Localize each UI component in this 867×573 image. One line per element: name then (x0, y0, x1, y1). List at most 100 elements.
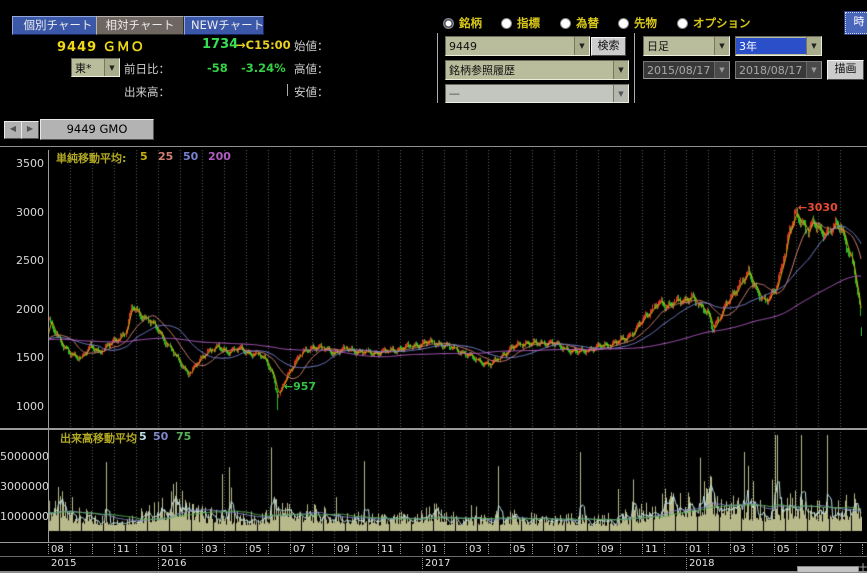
month-label: 01 (161, 544, 174, 555)
year-label: 2017 (425, 558, 451, 569)
month-label: 07 (293, 544, 306, 555)
month-tick (290, 544, 291, 554)
draw-button[interactable]: 描画 (827, 60, 864, 80)
search-button[interactable]: 検索 (591, 37, 626, 56)
month-tick (422, 544, 423, 554)
month-tick (312, 544, 313, 554)
year-label: 2016 (161, 558, 187, 569)
chevron-down-icon[interactable]: ▼ (574, 37, 589, 55)
date-to-select[interactable]: 2018/08/17 ▼ (735, 61, 822, 79)
price-y-tick: 1000 (16, 400, 44, 413)
radio-circle-icon[interactable] (618, 17, 629, 29)
radio-1[interactable]: 銘柄 (443, 15, 482, 31)
month-tick (840, 544, 841, 554)
panel-separator (634, 33, 635, 103)
month-tick (136, 544, 137, 554)
month-tick (488, 544, 489, 554)
radio-circle-icon[interactable] (677, 17, 688, 29)
chevron-down-icon[interactable]: ▼ (714, 37, 729, 55)
month-tick (576, 544, 577, 554)
price-y-tick: 1500 (16, 351, 44, 365)
month-tick (202, 544, 203, 554)
volume-y-tick: 5000000 (0, 450, 49, 463)
month-tick (796, 544, 797, 554)
radio-5[interactable]: オプション (677, 15, 751, 31)
chevron-down-icon[interactable]: ▼ (613, 61, 628, 79)
month-label: 01 (689, 544, 702, 555)
volume-label: 出来高： (124, 85, 170, 99)
month-tick (818, 544, 819, 554)
symbol-history-select[interactable]: 銘柄参照履歴 ▼ (445, 60, 629, 80)
radio-3[interactable]: 為替 (560, 15, 599, 31)
year-tick (158, 558, 159, 569)
month-tick (862, 544, 863, 554)
radio-2[interactable]: 指標 (501, 15, 540, 31)
month-label: 03 (733, 544, 746, 555)
exchange-select[interactable]: 東* ▼ (71, 58, 120, 77)
month-label: 03 (469, 544, 482, 555)
chevron-down-icon: ▼ (613, 85, 628, 102)
scrollbar-strip[interactable] (797, 566, 859, 573)
mouse-cursor-crosshair: + (858, 560, 867, 573)
tab-relative-chart[interactable]: 相対チャート (96, 16, 184, 35)
month-label: 11 (381, 544, 394, 555)
radio-4[interactable]: 先物 (618, 15, 657, 31)
range-select[interactable]: 3年 ▼ (735, 36, 822, 56)
month-label: 07 (821, 544, 834, 555)
chevron-down-icon[interactable]: ▼ (806, 37, 821, 55)
month-label: 03 (205, 544, 218, 555)
high-label: 高値： (294, 62, 329, 76)
month-tick (48, 544, 49, 554)
month-tick (620, 544, 621, 554)
time-series-button[interactable]: 時 (845, 12, 867, 34)
radio-circle-icon[interactable] (501, 17, 512, 29)
month-tick (92, 544, 93, 554)
symbol-input[interactable]: 9449 ▼ (445, 36, 590, 56)
low-label: 安値： (294, 85, 329, 99)
volume-chart-canvas[interactable] (48, 432, 862, 543)
year-label: 2015 (51, 558, 77, 569)
extra-select[interactable]: — ▼ (445, 84, 629, 103)
month-label: 05 (249, 544, 262, 555)
month-tick (114, 544, 115, 554)
radio-label: 指標 (517, 16, 540, 30)
radio-circle-icon[interactable] (560, 17, 571, 29)
month-tick (510, 544, 511, 554)
volume-ma-legend-title: 出来高移動平均 (60, 432, 137, 445)
price-y-tick: 3500 (16, 157, 44, 170)
month-label: 05 (513, 544, 526, 555)
radio-label: 銘柄 (459, 16, 482, 30)
prev-diff-value: -58 (207, 61, 228, 75)
y-axis-line (48, 150, 49, 543)
month-tick (224, 544, 225, 554)
month-tick (554, 544, 555, 554)
price-chart-canvas[interactable] (48, 150, 862, 427)
tab-new-chart[interactable]: NEWチャート (184, 16, 264, 35)
month-tick (686, 544, 687, 554)
month-tick (378, 544, 379, 554)
month-label: 11 (117, 544, 130, 555)
chevron-down-icon: ▼ (714, 62, 729, 78)
month-label: 01 (425, 544, 438, 555)
stock-tab-9449-gmo[interactable]: 9449 GMO (40, 119, 154, 140)
month-tick (642, 544, 643, 554)
radio-circle-icon[interactable] (443, 17, 454, 29)
price-ma-legend-item: 200 (208, 150, 231, 163)
axis-row-divider (0, 556, 867, 557)
month-label: 11 (645, 544, 658, 555)
tab-scroll-right-button[interactable]: ▶ (21, 121, 39, 139)
month-tick (774, 544, 775, 554)
interval-select[interactable]: 日足 ▼ (643, 36, 730, 56)
tab-individual-chart[interactable]: 個別チャート (12, 16, 104, 35)
price-annotation: ←3030 (797, 200, 838, 214)
month-tick (180, 544, 181, 554)
date-from-select[interactable]: 2015/08/17 ▼ (643, 61, 730, 79)
tab-scroll-left-button[interactable]: ◀ (4, 121, 22, 139)
volume-ma-legend-item: 50 (153, 430, 169, 443)
month-label: 09 (337, 544, 350, 555)
chevron-down-icon[interactable]: ▼ (104, 59, 119, 76)
month-tick (598, 544, 599, 554)
radio-label: 先物 (634, 16, 657, 30)
open-label: 始値： (294, 39, 329, 53)
chevron-down-icon: ▼ (806, 62, 821, 78)
